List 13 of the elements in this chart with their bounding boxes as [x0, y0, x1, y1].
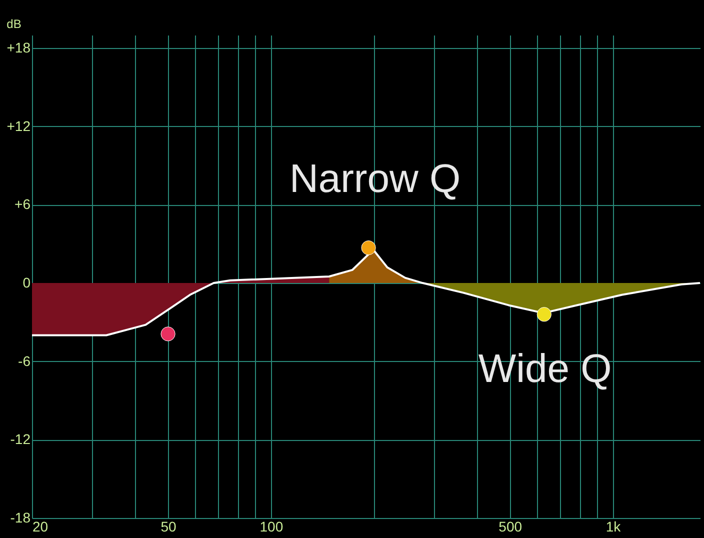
y-tick-label: +18 [6, 40, 31, 56]
y-tick-label: 0 [22, 274, 31, 291]
y-tick-label: -6 [18, 352, 31, 369]
x-tick-label: 100 [260, 518, 284, 534]
x-tick-label: 20 [32, 518, 48, 534]
x-tick-label: 500 [498, 518, 522, 534]
x-tick-label: 50 [160, 518, 177, 534]
y-tick-label: +12 [6, 118, 31, 134]
y-tick-label: +6 [14, 196, 31, 212]
y-axis-title: dB [6, 17, 22, 31]
y-tick-label: -18 [10, 510, 31, 526]
y-tick-label: -12 [10, 431, 31, 448]
x-tick-label: 1k [606, 518, 622, 534]
